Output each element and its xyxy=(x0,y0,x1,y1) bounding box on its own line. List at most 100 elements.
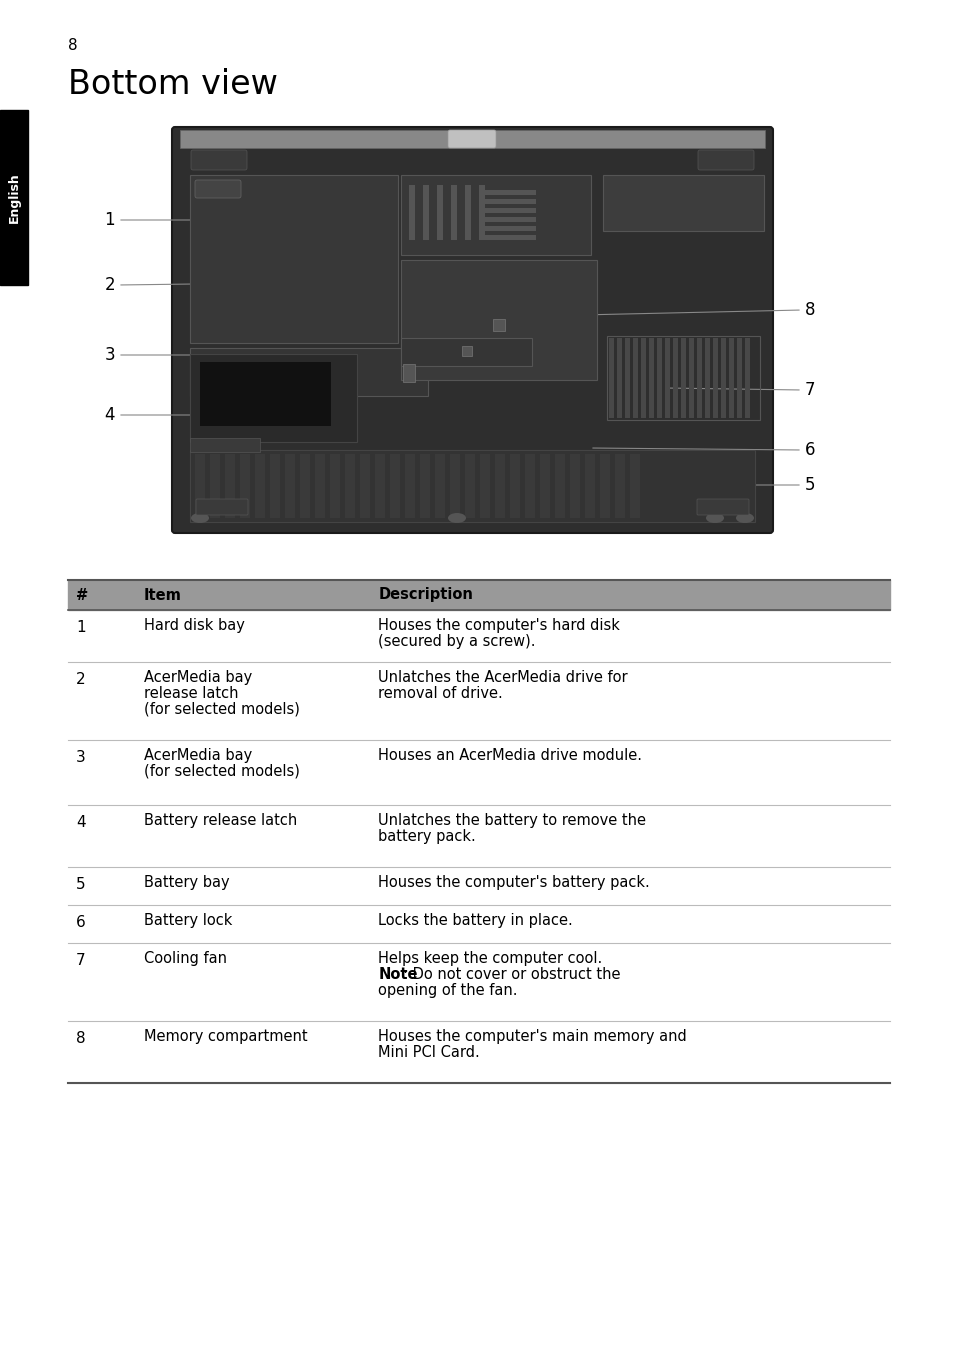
Text: Houses the computer's battery pack.: Houses the computer's battery pack. xyxy=(377,875,649,890)
Bar xyxy=(689,338,694,418)
Bar xyxy=(617,338,621,418)
Text: (for selected models): (for selected models) xyxy=(144,702,299,717)
Bar xyxy=(607,335,760,420)
Text: Battery lock: Battery lock xyxy=(144,913,232,928)
Bar xyxy=(478,185,484,240)
Bar xyxy=(240,455,250,517)
Bar xyxy=(569,455,579,517)
Text: (for selected models): (for selected models) xyxy=(144,764,299,779)
Text: Battery release latch: Battery release latch xyxy=(144,813,296,828)
Text: 7: 7 xyxy=(804,381,815,398)
Bar xyxy=(190,438,260,452)
Ellipse shape xyxy=(705,513,723,523)
Bar xyxy=(436,185,442,240)
Bar xyxy=(729,338,734,418)
Bar xyxy=(0,110,28,285)
Bar xyxy=(400,175,591,255)
Bar xyxy=(640,338,646,418)
Text: 3: 3 xyxy=(104,346,115,364)
Text: #: # xyxy=(76,587,89,602)
Bar xyxy=(480,199,536,204)
Bar xyxy=(285,455,294,517)
FancyBboxPatch shape xyxy=(697,498,748,515)
Bar xyxy=(423,185,429,240)
Text: battery pack.: battery pack. xyxy=(377,830,476,845)
Text: English: English xyxy=(8,172,20,223)
FancyBboxPatch shape xyxy=(191,151,247,170)
Bar xyxy=(270,455,280,517)
FancyBboxPatch shape xyxy=(195,498,248,515)
Bar xyxy=(68,580,889,611)
Bar xyxy=(480,218,536,222)
Text: Item: Item xyxy=(144,587,182,602)
Bar xyxy=(464,455,475,517)
Text: 2: 2 xyxy=(104,277,115,294)
Bar xyxy=(451,185,456,240)
Text: 8: 8 xyxy=(804,301,815,319)
Text: Bottom view: Bottom view xyxy=(68,68,277,101)
Text: Cooling fan: Cooling fan xyxy=(144,951,227,967)
Text: Mini PCI Card.: Mini PCI Card. xyxy=(377,1045,479,1060)
Bar xyxy=(375,455,385,517)
Text: 4: 4 xyxy=(105,407,115,424)
Bar xyxy=(409,185,415,240)
Text: 2: 2 xyxy=(76,672,86,687)
Bar xyxy=(400,338,532,366)
FancyBboxPatch shape xyxy=(194,179,241,199)
Bar xyxy=(602,175,763,231)
Bar xyxy=(190,348,428,396)
Bar xyxy=(480,208,536,214)
Bar xyxy=(480,190,536,194)
Bar xyxy=(599,455,609,517)
Bar xyxy=(225,455,234,517)
Bar xyxy=(737,338,741,418)
Bar xyxy=(584,455,595,517)
Ellipse shape xyxy=(735,513,753,523)
Bar xyxy=(629,455,639,517)
Bar xyxy=(510,455,519,517)
Text: Battery bay: Battery bay xyxy=(144,875,230,890)
Bar xyxy=(625,338,630,418)
Text: 8: 8 xyxy=(68,38,77,53)
Bar xyxy=(359,455,370,517)
Bar xyxy=(657,338,661,418)
Bar xyxy=(673,338,678,418)
FancyBboxPatch shape xyxy=(448,130,496,148)
Bar xyxy=(555,455,564,517)
Bar xyxy=(615,455,624,517)
Text: 1: 1 xyxy=(76,620,86,635)
Bar xyxy=(713,338,718,418)
Text: Hard disk bay: Hard disk bay xyxy=(144,617,245,632)
Bar xyxy=(194,455,205,517)
Text: Houses the computer's main memory and: Houses the computer's main memory and xyxy=(377,1029,686,1045)
Bar xyxy=(524,455,535,517)
Text: AcerMedia bay: AcerMedia bay xyxy=(144,747,252,763)
Bar xyxy=(210,455,220,517)
Text: 5: 5 xyxy=(76,878,86,893)
Ellipse shape xyxy=(448,513,465,523)
Bar xyxy=(697,338,701,418)
Text: 6: 6 xyxy=(76,914,86,930)
Bar xyxy=(480,235,536,240)
Bar xyxy=(664,338,670,418)
Text: Helps keep the computer cool.: Helps keep the computer cool. xyxy=(377,951,601,967)
Bar xyxy=(495,455,504,517)
Bar xyxy=(180,130,764,148)
Bar xyxy=(633,338,638,418)
FancyBboxPatch shape xyxy=(172,127,772,533)
Bar xyxy=(744,338,750,418)
Text: Locks the battery in place.: Locks the battery in place. xyxy=(377,913,573,928)
Bar xyxy=(479,455,490,517)
Bar xyxy=(402,364,415,382)
Bar xyxy=(190,450,754,522)
Text: 5: 5 xyxy=(804,476,815,494)
Text: 1: 1 xyxy=(104,211,115,229)
Bar xyxy=(419,455,430,517)
Bar xyxy=(254,455,265,517)
Bar xyxy=(465,185,471,240)
Text: release latch: release latch xyxy=(144,686,238,701)
Bar xyxy=(405,455,415,517)
Bar xyxy=(400,260,597,381)
Bar xyxy=(299,455,310,517)
Bar xyxy=(461,346,471,356)
